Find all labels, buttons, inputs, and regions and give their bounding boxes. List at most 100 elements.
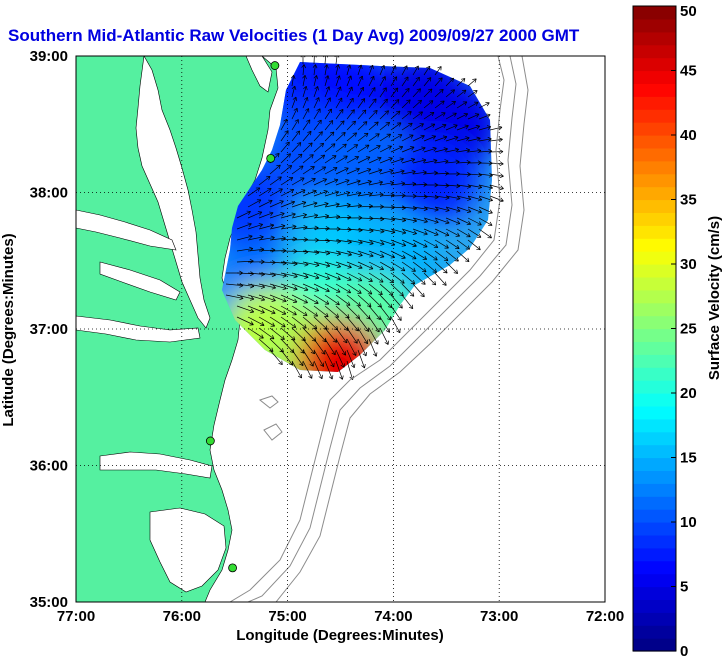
velocity-arrow bbox=[357, 98, 366, 109]
colorbar-segment bbox=[633, 638, 676, 652]
velocity-arrow bbox=[379, 283, 394, 296]
velocity-arrow bbox=[445, 124, 458, 131]
colorbar-segment bbox=[633, 457, 676, 471]
velocity-arrow bbox=[478, 228, 492, 239]
velocity-arrow bbox=[291, 294, 308, 304]
velocity-arrow bbox=[324, 272, 341, 281]
velocity-arrow bbox=[401, 157, 416, 164]
velocity-arrow bbox=[368, 239, 385, 246]
colorbar-segment bbox=[633, 496, 676, 510]
velocity-arrow bbox=[335, 167, 349, 175]
velocity-cell bbox=[391, 134, 480, 223]
velocity-arrow bbox=[445, 89, 455, 98]
velocity-arrow bbox=[335, 261, 352, 269]
velocity-arrow bbox=[401, 261, 416, 272]
velocity-arrow bbox=[236, 222, 252, 230]
velocity-arrow bbox=[434, 100, 445, 109]
velocity-arrow bbox=[346, 338, 357, 356]
velocity-arrow bbox=[313, 86, 319, 98]
colorbar-segment bbox=[633, 109, 676, 123]
velocity-arrows bbox=[225, 56, 504, 380]
velocity-arrow bbox=[478, 125, 492, 131]
velocity-arrow bbox=[467, 239, 481, 251]
velocity-arrow bbox=[236, 305, 255, 314]
velocity-arrow bbox=[280, 294, 298, 303]
velocity-arrow bbox=[302, 85, 308, 98]
velocity-arrow bbox=[390, 134, 403, 142]
colorbar-segment bbox=[633, 625, 676, 639]
velocity-arrow bbox=[368, 87, 376, 98]
velocity-arrow bbox=[324, 283, 341, 293]
velocity-arrow bbox=[313, 142, 324, 153]
colorbar-segment bbox=[633, 380, 676, 394]
velocity-arrow bbox=[335, 179, 350, 186]
velocity-arrow bbox=[335, 64, 340, 76]
colorbar-segment bbox=[633, 96, 676, 110]
velocity-arrow bbox=[368, 64, 374, 76]
colorbar-segment bbox=[633, 122, 676, 136]
velocity-arrow bbox=[324, 166, 338, 175]
bathymetry-contours bbox=[229, 56, 529, 602]
velocity-arrow bbox=[346, 283, 362, 294]
velocity-arrow bbox=[335, 283, 351, 294]
velocity-arrow bbox=[324, 360, 334, 380]
velocity-arrow bbox=[313, 119, 322, 131]
delaware-bay bbox=[245, 56, 273, 93]
velocity-arrow bbox=[456, 228, 471, 238]
velocity-arrow bbox=[346, 132, 357, 142]
velocity-arrow bbox=[467, 217, 482, 226]
velocity-arrow bbox=[335, 97, 343, 109]
colorbar-segment bbox=[633, 573, 676, 588]
velocity-arrow bbox=[258, 327, 275, 340]
velocity-arrow bbox=[368, 98, 377, 109]
radar-station bbox=[228, 563, 237, 573]
colorbar-segment bbox=[633, 238, 676, 252]
velocity-arrow bbox=[379, 145, 392, 153]
velocity-arrow bbox=[291, 316, 307, 329]
velocity-arrow bbox=[357, 156, 371, 164]
velocity-arrow bbox=[368, 283, 383, 296]
velocity-arrow bbox=[313, 154, 326, 164]
colorbar-tick-label: 15 bbox=[680, 450, 697, 467]
velocity-arrow bbox=[368, 156, 382, 164]
velocity-arrow bbox=[247, 211, 263, 219]
velocity-arrow bbox=[434, 66, 442, 76]
velocity-arrow bbox=[280, 153, 291, 164]
colorbar-label: Surface Velocity (cm/s) bbox=[706, 216, 723, 380]
velocity-arrow bbox=[335, 294, 351, 306]
velocity-arrow bbox=[456, 136, 470, 142]
colorbar-segment bbox=[633, 354, 676, 368]
colorbar-segment bbox=[633, 199, 676, 213]
velocity-arrow bbox=[412, 99, 422, 109]
velocity-arrow bbox=[467, 113, 480, 120]
velocity-arrow bbox=[368, 272, 384, 283]
velocity-arrow bbox=[379, 239, 396, 247]
y-tick-label: 39:00 bbox=[30, 48, 68, 65]
velocity-arrow bbox=[467, 228, 482, 238]
velocity-arrow bbox=[434, 112, 446, 120]
velocity-arrow bbox=[291, 349, 304, 367]
velocity-arrow bbox=[302, 108, 310, 120]
velocity-arrow bbox=[412, 283, 425, 298]
velocity-arrow bbox=[412, 123, 424, 131]
velocity-arrow bbox=[280, 130, 289, 142]
velocity-arrow bbox=[357, 64, 363, 76]
velocity-arrow bbox=[445, 228, 460, 237]
velocity-arrow bbox=[412, 250, 428, 260]
velocity-arrow bbox=[324, 338, 336, 356]
velocity-arrow bbox=[247, 235, 264, 241]
velocity-arrow bbox=[291, 189, 306, 197]
velocity-arrow bbox=[335, 75, 341, 87]
radar-station bbox=[205, 436, 215, 446]
velocity-arrow bbox=[236, 210, 251, 219]
velocity-arrow bbox=[280, 165, 293, 175]
velocity-arrow bbox=[357, 144, 370, 153]
velocity-arrow bbox=[456, 89, 467, 98]
colorbar-segment bbox=[633, 418, 676, 433]
colorbar-segment bbox=[633, 70, 676, 84]
velocity-arrow bbox=[412, 134, 425, 142]
velocity-arrow bbox=[302, 261, 320, 268]
velocity-arrow bbox=[467, 90, 478, 98]
velocity-arrow bbox=[302, 360, 313, 379]
velocity-arrow bbox=[423, 206, 439, 212]
